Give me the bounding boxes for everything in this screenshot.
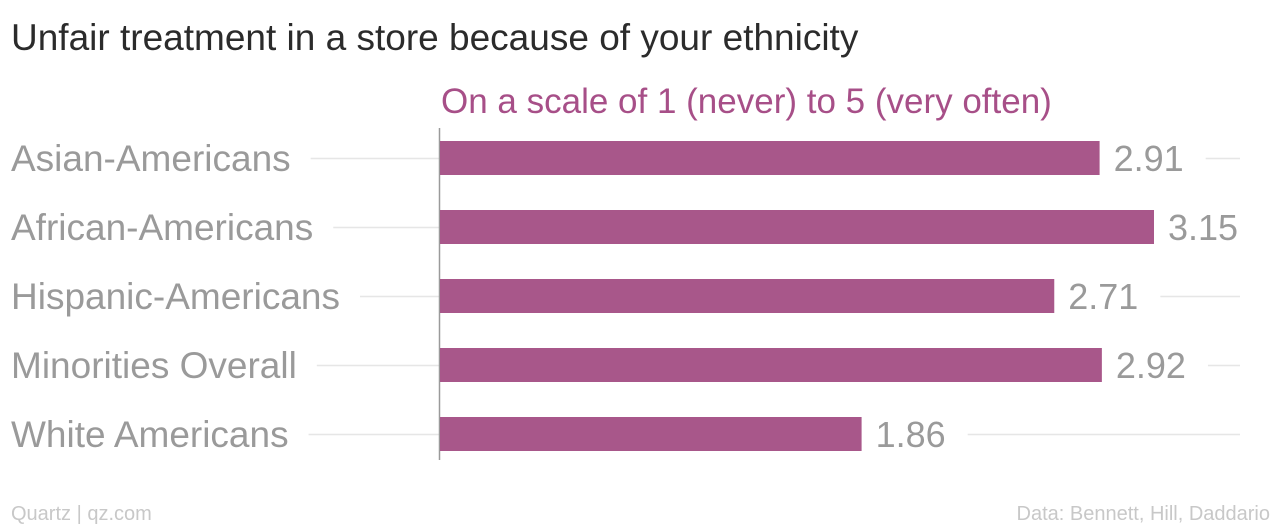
value-label: 2.91	[1114, 138, 1184, 179]
bar	[440, 279, 1055, 313]
grid-layer	[308, 157, 1240, 436]
category-label: White Americans	[11, 414, 289, 455]
bar	[440, 417, 862, 451]
bars-layer: Asian-Americans 2.91 African-Americans 3.15…	[11, 138, 1238, 455]
value-label: 3.15	[1168, 207, 1238, 248]
chart-title: Unfair treatment in a store because of y…	[11, 17, 859, 58]
footer-source-right: Data: Bennett, Hill, Daddario	[1016, 503, 1270, 525]
category-label: Minorities Overall	[11, 345, 297, 386]
footer-source-left: Quartz | qz.com	[11, 503, 152, 525]
value-label: 2.92	[1116, 345, 1186, 386]
bar	[440, 141, 1100, 175]
bar	[440, 210, 1154, 244]
category-label: Hispanic-Americans	[11, 276, 340, 317]
category-label: African-Americans	[11, 207, 313, 248]
bar	[440, 348, 1102, 382]
value-label: 2.71	[1068, 276, 1138, 317]
chart-subtitle: On a scale of 1 (never) to 5 (very often…	[441, 82, 1052, 121]
category-label: Asian-Americans	[11, 138, 291, 179]
value-label: 1.86	[876, 414, 946, 455]
